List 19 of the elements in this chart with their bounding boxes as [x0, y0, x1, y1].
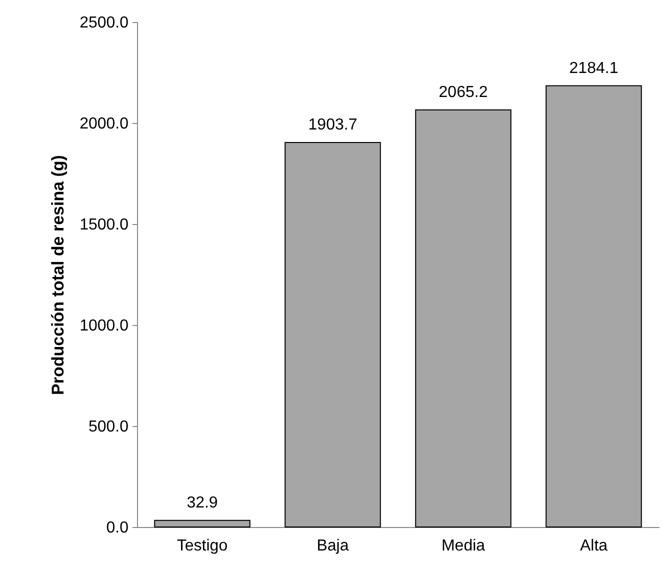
- x-tick-label: Baja: [316, 538, 349, 554]
- y-tick-label: 500.0: [88, 418, 129, 436]
- y-axis-title: Producción total de resina (g): [48, 155, 68, 395]
- y-tick-label: 2000.0: [80, 116, 129, 132]
- data-label: 2065.2: [438, 84, 488, 101]
- y-tick-label: 0.0: [106, 520, 129, 536]
- bar: [154, 520, 250, 528]
- bar: [546, 85, 642, 528]
- data-label: 32.9: [186, 494, 218, 512]
- bar: [284, 142, 381, 528]
- data-label: 1903.7: [308, 116, 358, 134]
- y-tick-label: 2500.0: [80, 14, 129, 32]
- y-tick-label: 1500.0: [80, 216, 129, 234]
- bar: [415, 109, 512, 528]
- x-tick-label: Alta: [580, 538, 608, 554]
- x-tick-label: Testigo: [176, 538, 228, 554]
- data-label: 2184.1: [569, 60, 618, 77]
- y-tick-label: 1000.0: [80, 318, 129, 334]
- x-tick-label: Media: [441, 538, 486, 554]
